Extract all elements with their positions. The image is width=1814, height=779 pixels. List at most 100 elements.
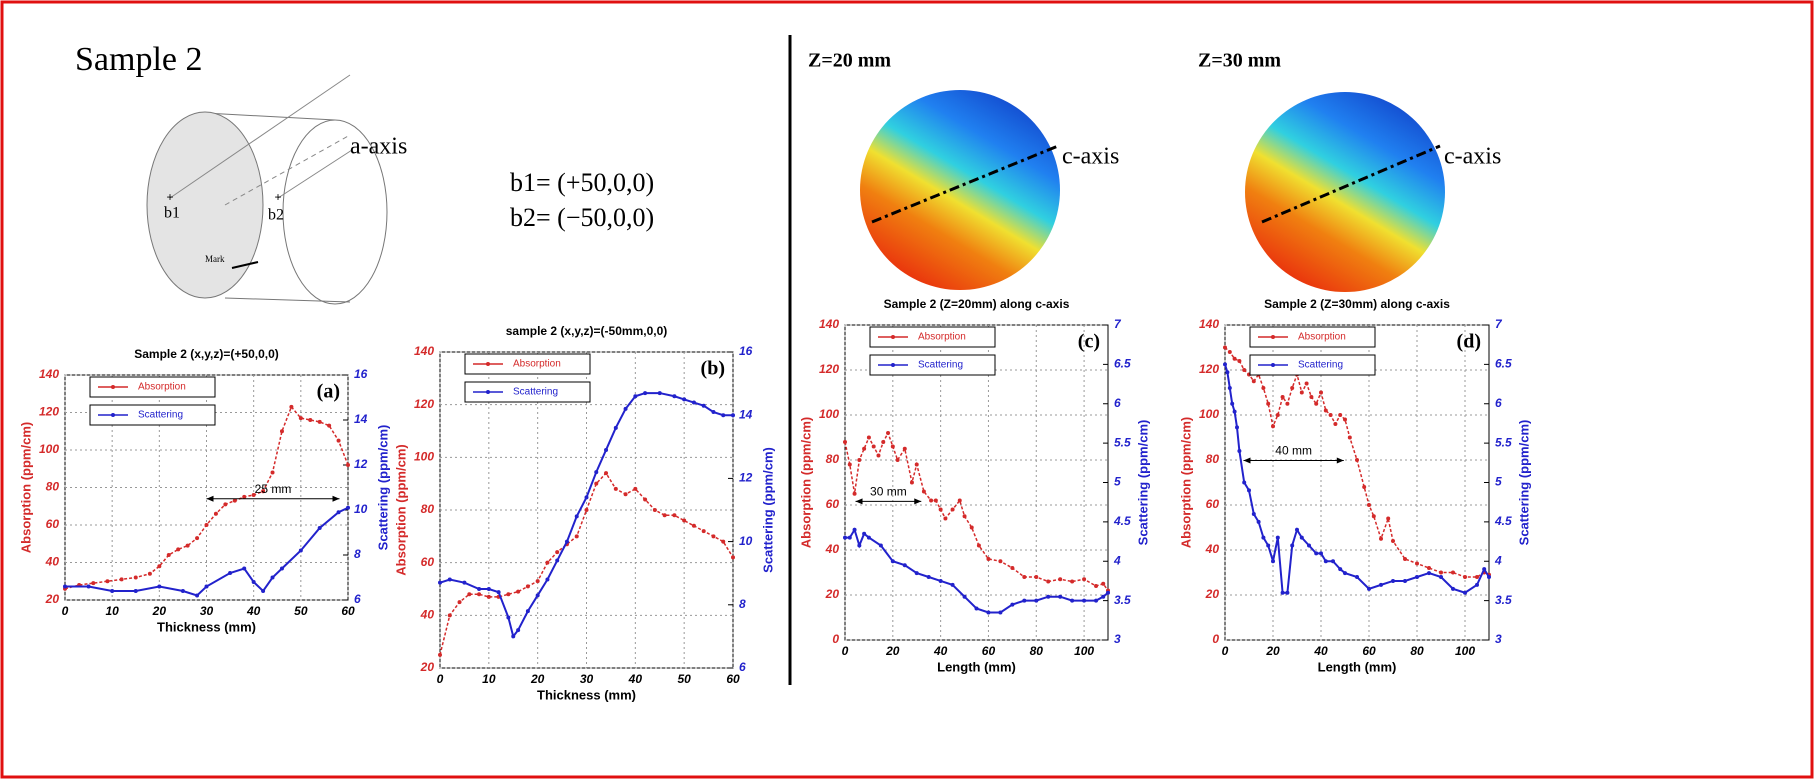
y2-tick-label: 5.5	[1495, 435, 1512, 449]
series-point	[1280, 395, 1285, 399]
y2-axis-label: Scattering (ppm/cm)	[1135, 420, 1150, 546]
series-point	[1266, 543, 1271, 548]
chart-title: Sample 2 (Z=30mm) along c-axis	[1264, 297, 1450, 311]
series-point	[1355, 575, 1359, 579]
y2-axis-label: Scattering (ppm/cm)	[1516, 420, 1531, 546]
series-point	[1251, 379, 1256, 384]
series-point	[933, 498, 938, 503]
series-point	[613, 425, 618, 430]
series-point	[1266, 401, 1271, 406]
y2-tick-label: 6	[354, 592, 361, 606]
series-point	[950, 582, 955, 587]
series-point	[467, 592, 472, 597]
series-point	[938, 507, 943, 512]
panel-label: (c)	[1078, 331, 1100, 353]
legend-marker	[111, 385, 115, 389]
y2-tick-label: 12	[354, 457, 368, 471]
series-point	[279, 429, 284, 434]
series-point	[574, 514, 579, 519]
series-point	[998, 559, 1003, 564]
series-point	[843, 440, 847, 444]
series-point	[1058, 594, 1063, 599]
series-point	[886, 431, 891, 435]
series-point	[902, 563, 907, 568]
series-point	[1227, 386, 1232, 390]
series-point	[157, 564, 162, 569]
series-point	[1256, 519, 1261, 524]
panel-label: (a)	[317, 381, 340, 403]
series-point	[1299, 535, 1304, 540]
series-point	[691, 523, 696, 528]
series-point	[110, 589, 115, 593]
series-point	[902, 446, 907, 451]
y2-axis-label: Scattering (ppm/cm)	[375, 425, 390, 551]
series-point	[289, 404, 294, 409]
legend-marker	[111, 413, 115, 417]
series-point	[1343, 571, 1347, 576]
x-tick-label: 0	[1222, 644, 1229, 658]
legend-label: Scattering	[138, 410, 183, 421]
series-point	[195, 536, 200, 541]
y-tick-label: 80	[1206, 452, 1220, 466]
y2-tick-label: 6	[1495, 396, 1502, 410]
legend-box	[869, 326, 996, 348]
series-point	[682, 397, 687, 402]
series-point	[862, 531, 867, 536]
series-point	[327, 423, 332, 428]
cylinder	[146, 74, 388, 305]
series-point	[1415, 575, 1419, 579]
series-point	[1338, 413, 1343, 417]
series-point	[895, 458, 900, 462]
x-axis-label: Length (mm)	[937, 659, 1016, 674]
series-point	[1230, 401, 1235, 406]
series-point	[711, 410, 716, 415]
series-point	[950, 507, 955, 512]
y2-tick-label: 6.5	[1495, 357, 1512, 371]
series-point	[623, 492, 628, 497]
legend-marker	[891, 363, 895, 367]
series-point	[876, 453, 881, 458]
series-point	[584, 508, 589, 512]
series-point	[731, 413, 735, 418]
series-point	[63, 584, 67, 589]
y2-tick-label: 16	[739, 344, 753, 358]
series-point	[545, 560, 550, 565]
series-point	[1022, 575, 1027, 579]
series-point	[1314, 401, 1319, 406]
series-point	[1290, 386, 1295, 390]
series-point	[909, 480, 914, 485]
series-point	[652, 508, 657, 512]
cylinder-front	[146, 111, 264, 299]
y-tick-label: 20	[45, 592, 60, 606]
series-point	[1285, 401, 1290, 406]
series-point	[447, 577, 452, 582]
legend-box	[464, 381, 591, 403]
series-point	[308, 418, 313, 422]
sample-title: Sample 2	[75, 41, 202, 78]
x-tick-label: 80	[1030, 644, 1044, 658]
heat-map	[860, 90, 1060, 290]
y2-tick-label: 8	[354, 547, 361, 561]
x-tick-label: 20	[152, 604, 167, 618]
series-point	[133, 589, 138, 593]
x-tick-label: 20	[1265, 644, 1280, 658]
series-point	[852, 491, 857, 496]
series-point	[672, 394, 677, 399]
series-point	[852, 527, 857, 532]
series-point	[213, 511, 218, 516]
series-point	[866, 535, 871, 540]
series-point	[204, 523, 209, 527]
series-point	[1451, 570, 1455, 575]
series-point	[682, 518, 687, 523]
y2-tick-label: 3	[1114, 632, 1121, 646]
y2-tick-label: 10	[354, 502, 368, 516]
annotation: 40 mm	[1275, 444, 1312, 458]
series-point	[1371, 514, 1376, 519]
series-point	[228, 571, 233, 575]
c-axis-line	[1261, 144, 1441, 224]
y-tick-label: 40	[825, 542, 840, 556]
coordinate: b1= (+50,0,0)	[510, 168, 654, 197]
series-point	[662, 513, 667, 518]
x-tick-label: 80	[1410, 644, 1424, 658]
